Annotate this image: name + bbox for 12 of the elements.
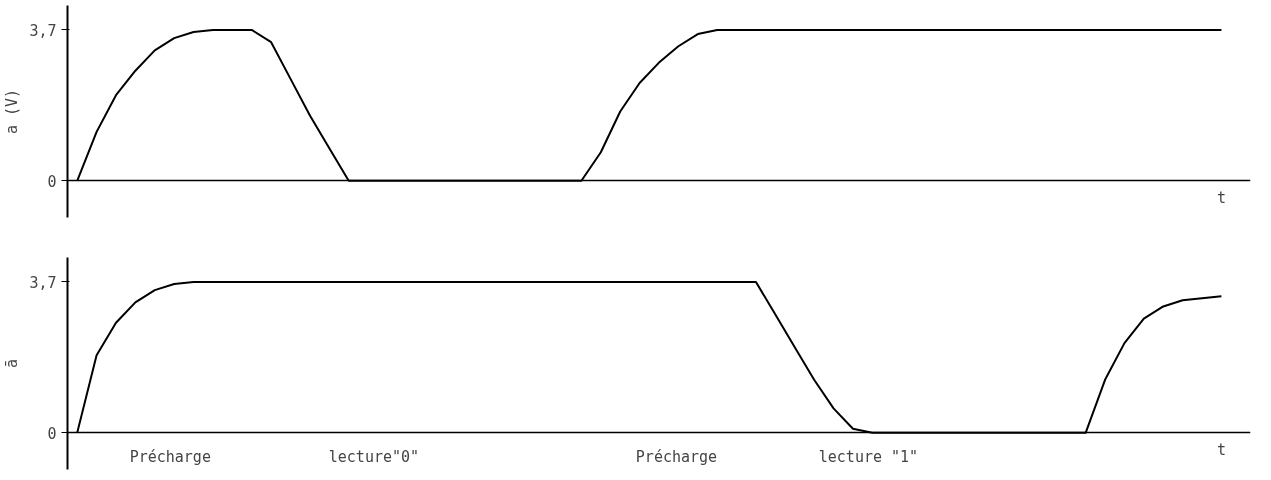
annotation: lecture "1" [818,447,919,466]
y-axis-title: ā [3,358,22,369]
y-tick-label: 3,7 [29,273,57,292]
annotation: lecture"0" [328,447,420,466]
annotation: Précharge [635,447,718,466]
y-tick-label: 0 [47,424,57,443]
y-tick-label: 3,7 [29,21,57,40]
y-tick-label: 0 [47,172,57,191]
x-axis-title: t [1216,440,1226,459]
y-axis-title: a (V) [3,88,22,135]
x-axis-title: t [1216,188,1226,207]
annotation: Précharge [129,447,211,466]
